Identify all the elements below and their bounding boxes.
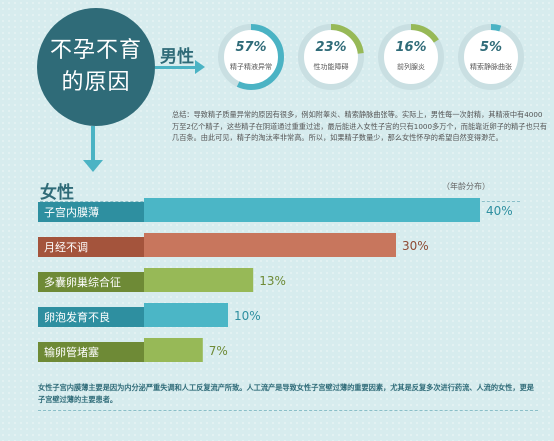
- value-label: 13%: [259, 274, 286, 288]
- donut-pct: 23%: [315, 40, 347, 55]
- category-box: [38, 202, 144, 222]
- donut-label: 前列腺炎: [397, 63, 425, 71]
- category-label: 多囊卵巢综合征: [44, 275, 121, 289]
- value-label: 7%: [209, 344, 228, 358]
- donut-sexual: 23% 性功能障碍: [296, 22, 366, 92]
- category-box: [38, 237, 144, 257]
- donut-chart-icon: [298, 24, 364, 90]
- category-box: [38, 342, 144, 362]
- bar: [144, 303, 228, 327]
- category-box: [38, 307, 144, 327]
- male-label: 男性: [160, 47, 194, 67]
- female-label: 女性: [40, 183, 74, 203]
- donut-chart-icon: [458, 24, 524, 90]
- donut-sperm: 57% 精子精液异常: [216, 22, 286, 92]
- donut-chart-icon: [218, 24, 284, 90]
- bottom-divider: [38, 410, 538, 411]
- category-label: 卵泡发育不良: [44, 310, 110, 324]
- arrow-right-icon: [155, 60, 205, 74]
- title-circle: 不孕不育 的原因: [37, 8, 155, 126]
- bar: [144, 233, 396, 257]
- category-label: 月经不调: [44, 241, 88, 254]
- value-label: 10%: [234, 309, 261, 323]
- bar: [144, 198, 480, 222]
- donut-varicocele: 5% 精索静脉曲张: [456, 22, 526, 92]
- bar: [144, 268, 254, 292]
- annual-note: （年龄分布）: [442, 182, 490, 191]
- title-line2: 的原因: [61, 70, 131, 95]
- donut-pct: 57%: [235, 40, 267, 55]
- donut-pct: 16%: [395, 40, 427, 55]
- footnote-text: 女性子宫内膜薄主要是因为内分泌严重失调和人工反复流产所致。人工流产是导致女性子宫…: [38, 383, 534, 404]
- category-label: 子宫内膜薄: [44, 205, 99, 219]
- donut-label: 性功能障碍: [313, 63, 349, 71]
- category-label: 输卵管堵塞: [44, 345, 99, 359]
- value-label: 30%: [402, 239, 429, 253]
- donut-label: 精子精液异常: [230, 63, 272, 71]
- bar: [144, 338, 203, 362]
- donut-chart-icon: [378, 24, 444, 90]
- value-label: 40%: [486, 204, 513, 218]
- male-summary-text: 总结：导致精子质量异常的原因有很多，例如附睾炎、精索静脉曲张等。实际上，男性每一…: [172, 110, 548, 142]
- title-line1: 不孕不育: [49, 38, 142, 63]
- donut-pct: 5%: [479, 40, 503, 55]
- donut-prostate: 16% 前列腺炎: [376, 22, 446, 92]
- category-box: [38, 272, 144, 292]
- arrow-down-icon: [83, 126, 103, 172]
- donut-label: 精索静脉曲张: [470, 63, 512, 71]
